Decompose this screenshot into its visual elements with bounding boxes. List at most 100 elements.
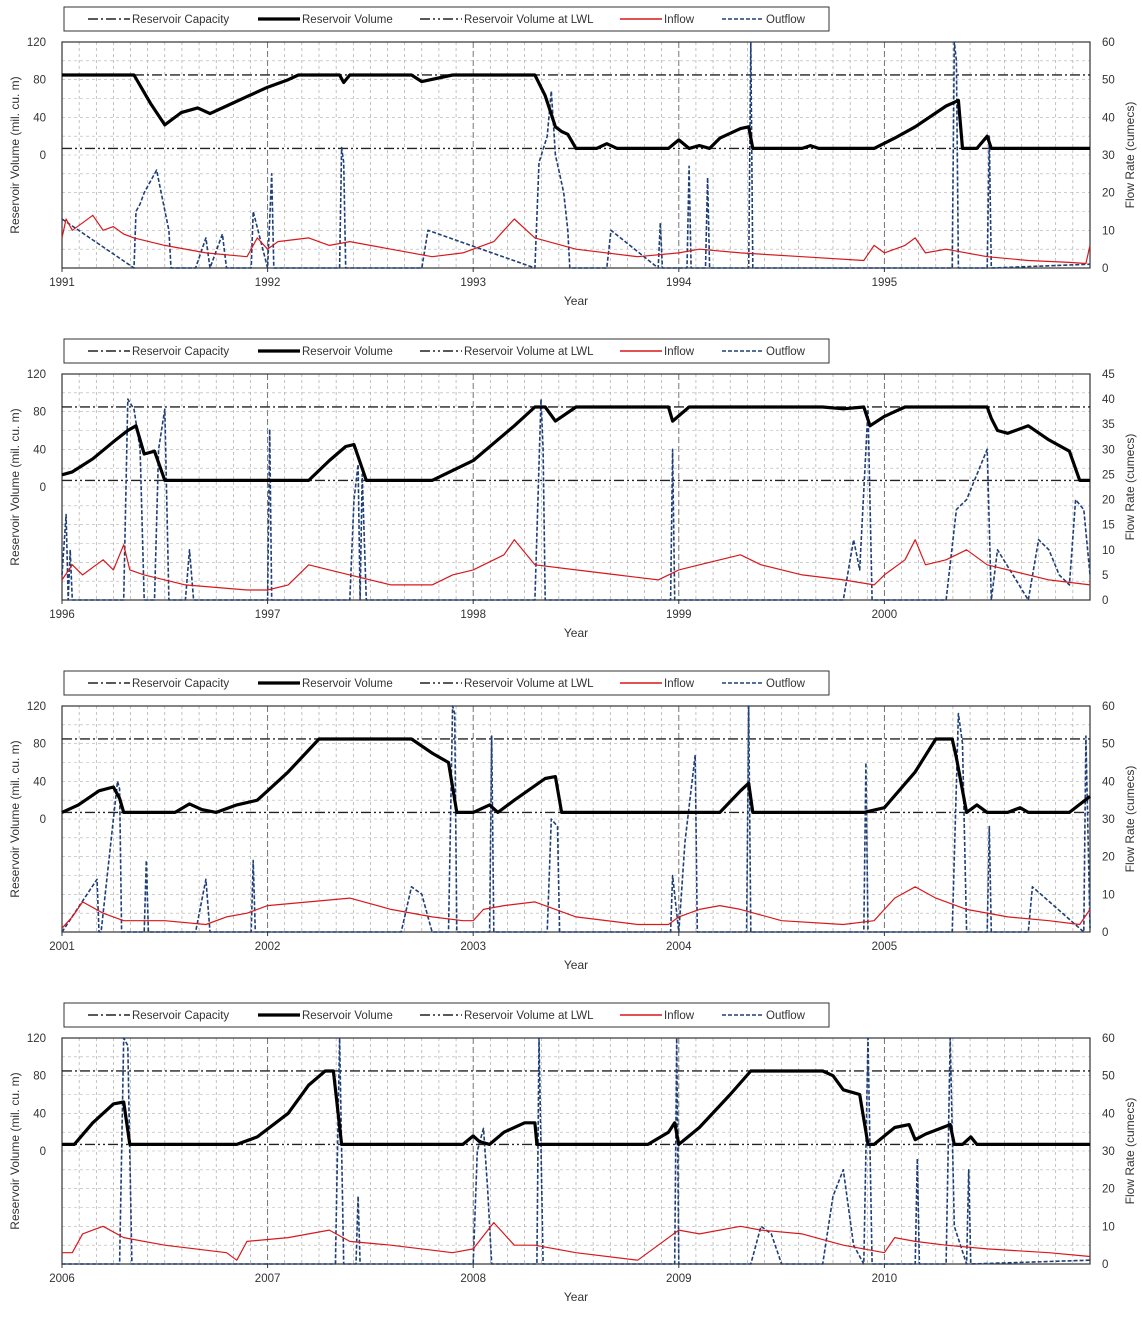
y-axis-left-ticks: 0 40 80 120 [27,1033,46,1158]
y-tick-label-right: 35 [1102,419,1115,431]
legend-label-4: Inflow [664,14,695,26]
y-axis-left-title: Reservoir Volume (mil. cu. m) [8,408,22,565]
y-axis-right-title: Flow Rate (cumecs) [1123,102,1137,209]
grid [61,374,1091,600]
y-tick-label-left: 80 [33,407,46,419]
legend-label-2: Reservoir Volume [302,1010,393,1022]
y-tick-label-left: 80 [33,1071,46,1083]
y-tick-label-right: 20 [1102,852,1115,864]
chart-svg-2: Reservoir Capacity Reservoir Volume Reserv… [8,338,1137,640]
legend-label-2: Reservoir Volume [302,346,393,358]
x-axis-ticks: 2006 2007 2008 2009 2010 [49,1264,897,1285]
chart-panel-4: Reservoir Capacity Reservoir Volume Reserv… [0,996,1142,1328]
legend-label-1: Reservoir Capacity [132,1010,229,1022]
x-tick-label: 1997 [255,609,281,621]
legend: Reservoir Capacity Reservoir Volume Reserv… [63,670,830,696]
x-axis-ticks: 1996 1997 1998 1999 2000 [49,600,897,621]
legend: Reservoir Capacity Reservoir Volume Reserv… [63,338,830,364]
y-tick-label-right: 5 [1102,570,1108,582]
y-tick-label-right: 20 [1102,188,1115,200]
y-tick-label-left: 120 [27,1033,46,1045]
series-inflow [61,886,1091,929]
series-inflow [62,1222,1091,1261]
x-tick-label: 2007 [255,1273,281,1285]
chart-panel-2: Reservoir Capacity Reservoir Volume Reserv… [0,332,1142,664]
y-tick-label-right: 60 [1102,1033,1115,1045]
y-tick-label-left: 40 [33,1108,46,1120]
y-axis-right-ticks: 0 10 20 30 40 50 60 [1102,701,1115,939]
x-tick-label: 2002 [255,941,281,953]
y-tick-label-right: 0 [1102,1259,1108,1271]
x-tick-label: 1998 [460,609,486,621]
grid [61,42,1091,268]
y-tick-label-right: 20 [1102,495,1115,507]
y-tick-label-right: 60 [1102,37,1115,49]
y-tick-label-right: 10 [1102,545,1115,557]
legend-label-3: Reservoir Volume at LWL [464,678,594,690]
y-axis-left-title: Reservoir Volume (mil. cu. m) [8,740,22,897]
x-tick-label: 2008 [460,1273,486,1285]
y-tick-label-left: 0 [40,814,46,826]
legend-label-4: Inflow [664,1010,695,1022]
y-tick-label-left: 40 [33,776,46,788]
y-axis-left-title: Reservoir Volume (mil. cu. m) [8,1072,22,1229]
legend-label-3: Reservoir Volume at LWL [464,346,594,358]
y-tick-label-right: 60 [1102,701,1115,713]
chart-svg-4: Reservoir Capacity Reservoir Volume Reserv… [8,1002,1137,1304]
y-tick-label-right: 10 [1102,225,1115,237]
legend-label-1: Reservoir Capacity [132,678,229,690]
y-tick-label-right: 50 [1102,75,1115,87]
x-axis-title: Year [564,1290,588,1304]
grid [61,1038,1091,1264]
y-axis-left-ticks: 0 40 80 120 [27,37,46,162]
series-inflow [61,539,1091,591]
x-axis-title: Year [564,958,588,972]
y-tick-label-left: 0 [40,482,46,494]
legend-label-5: Outflow [766,1010,806,1022]
y-tick-label-left: 40 [33,444,46,456]
x-tick-label: 2001 [49,941,75,953]
series-outflow [61,398,1091,601]
legend-label-4: Inflow [664,346,695,358]
y-axis-right-ticks: 0 10 20 30 40 50 60 [1102,1033,1115,1271]
chart-svg-3: Reservoir Capacity Reservoir Volume Reserv… [8,670,1137,972]
y-tick-label-left: 80 [33,75,46,87]
series-outflow [62,1037,1091,1265]
x-tick-label: 2000 [872,609,898,621]
series-outflow [61,41,1091,269]
y-tick-label-left: 40 [33,112,46,124]
x-tick-label: 2005 [872,941,898,953]
x-tick-label: 1991 [49,277,75,289]
y-tick-label-right: 15 [1102,520,1115,532]
x-tick-label: 2004 [666,941,692,953]
y-tick-label-right: 10 [1102,889,1115,901]
chart-panel-3: Reservoir Capacity Reservoir Volume Reserv… [0,664,1142,996]
chart-svg-1: Reservoir Capacity Reservoir Volume Reserv… [8,6,1137,308]
x-axis-title: Year [564,626,588,640]
series-reservoir-volume [61,737,1091,814]
x-tick-label: 2006 [49,1273,75,1285]
y-tick-label-right: 30 [1102,150,1115,162]
legend-label-3: Reservoir Volume at LWL [464,14,594,26]
y-tick-label-right: 50 [1102,1071,1115,1083]
x-tick-label: 1992 [255,277,281,289]
y-tick-label-right: 25 [1102,469,1115,481]
x-axis-title: Year [564,294,588,308]
y-axis-left-ticks: 0 40 80 120 [27,701,46,826]
legend-label-1: Reservoir Capacity [132,14,229,26]
x-tick-label: 2003 [460,941,486,953]
x-axis-ticks: 2001 2002 2003 2004 2005 [49,932,897,953]
x-axis-ticks: 1991 1992 1993 1994 1995 [49,268,897,289]
legend-label-4: Inflow [664,678,695,690]
y-tick-label-right: 0 [1102,927,1108,939]
y-tick-label-left: 0 [40,150,46,162]
y-tick-label-right: 20 [1102,1184,1115,1196]
y-axis-right-ticks: 0 10 20 30 40 50 60 [1102,37,1115,275]
y-tick-label-right: 0 [1102,595,1108,607]
y-tick-label-right: 50 [1102,739,1115,751]
y-tick-label-right: 40 [1102,1108,1115,1120]
x-tick-label: 1993 [460,277,486,289]
x-tick-label: 1994 [666,277,692,289]
legend-label-5: Outflow [766,346,806,358]
